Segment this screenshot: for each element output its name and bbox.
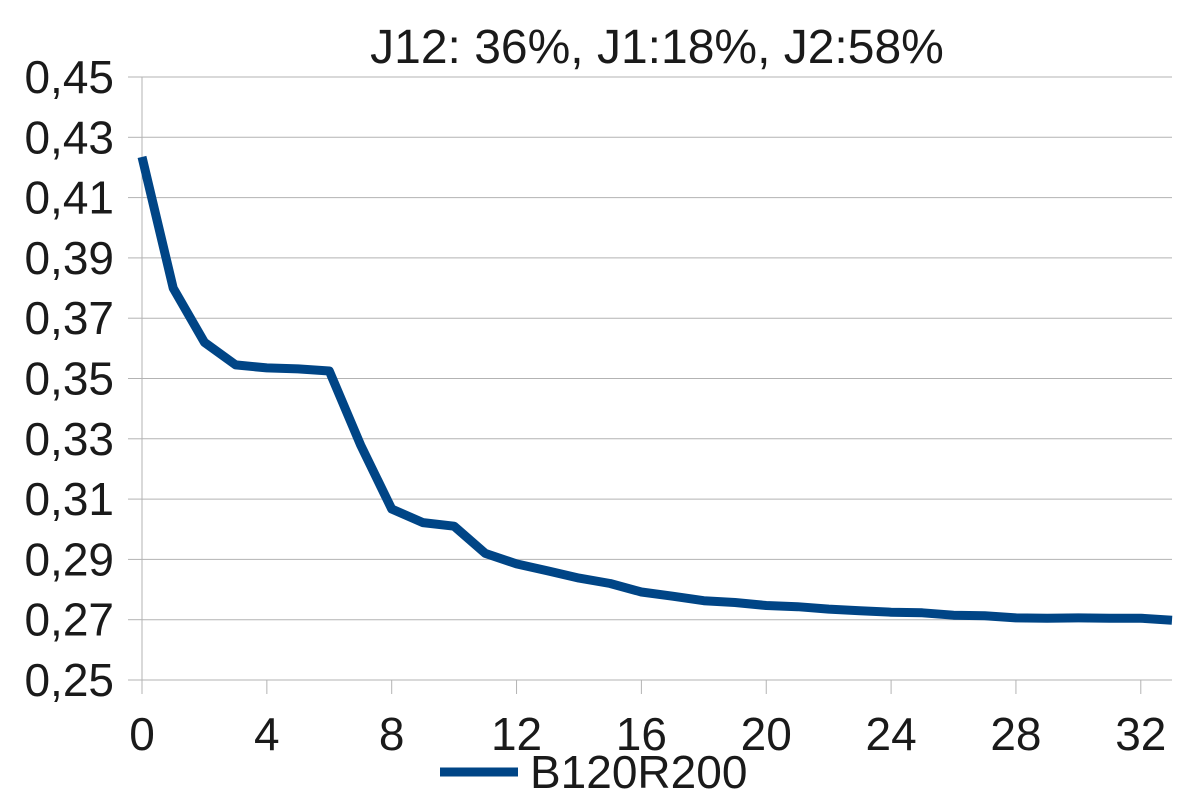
chart-title: J12: 36%, J1:18%, J2:58%: [370, 21, 944, 74]
x-tick-label: 32: [1115, 708, 1166, 760]
y-tick-label: 0,33: [24, 413, 114, 465]
y-tick-label: 0,41: [24, 172, 114, 224]
x-tick-label: 20: [741, 708, 792, 760]
gridlines: [142, 76, 1172, 681]
x-tick-labels: 0 4 8 12 16 20 24 28 32: [129, 708, 1166, 760]
series-lines: [137, 155, 1173, 625]
y-tick-label: 0,31: [24, 473, 114, 525]
x-tick-label: 12: [491, 708, 542, 760]
y-tick-label: 0,27: [24, 594, 114, 646]
y-tick-label: 0,45: [24, 51, 114, 103]
x-tick-label: 0: [129, 708, 155, 760]
x-tick-label: 4: [254, 708, 280, 760]
x-tick-label: 24: [866, 708, 917, 760]
x-tick-label: 8: [379, 708, 405, 760]
x-tick-label: 28: [990, 708, 1041, 760]
x-tick-label: 16: [616, 708, 667, 760]
legend: B120R200: [440, 746, 747, 798]
y-tick-label: 0,29: [24, 533, 114, 585]
series-line-b120r200: [137, 155, 1173, 625]
y-tick-label: 0,25: [24, 654, 114, 706]
y-tick-label: 0,37: [24, 292, 114, 344]
y-tick-labels: 0,25 0,27 0,29 0,31 0,33 0,35 0,37 0,39 0,41 0,43…: [24, 51, 114, 706]
y-tick-label: 0,35: [24, 353, 114, 405]
y-tick-label: 0,43: [24, 111, 114, 163]
legend-label-b120r200: B120R200: [530, 746, 747, 798]
axes: [128, 76, 1142, 694]
y-tick-label: 0,39: [24, 232, 114, 284]
